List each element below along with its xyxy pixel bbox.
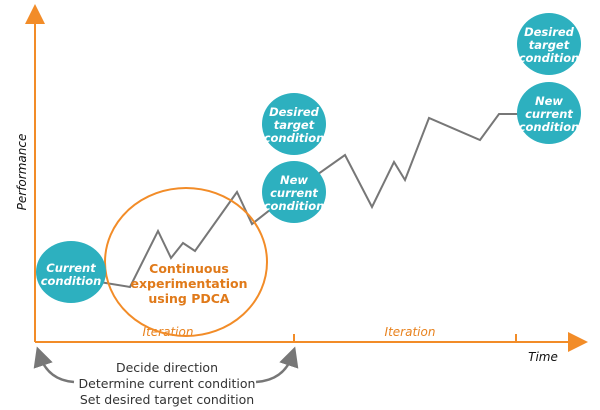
x-axis-label: Time [528,350,558,364]
new-current-bubble: New current condition [517,82,581,144]
desired-target-bubble: Desired target condition [517,13,581,75]
new-current-bubble: New current condition [262,161,326,223]
y-axis-label: Performance [15,134,29,211]
left-curved-arrow [33,346,75,384]
step-decide-direction: Decide direction [116,360,218,375]
pdca-circle [104,187,268,337]
step-current-condition: Determine current condition [79,376,256,391]
desired-target-bubble: Desired target condition [262,93,326,155]
iteration-label: Iteration [385,325,436,339]
current-condition-bubble: Current condition [36,241,106,303]
right-curved-arrow [255,346,299,384]
step-target-condition: Set desired target condition [80,392,254,407]
pdca-label: Continuous experimentation using PDCA [131,261,248,306]
